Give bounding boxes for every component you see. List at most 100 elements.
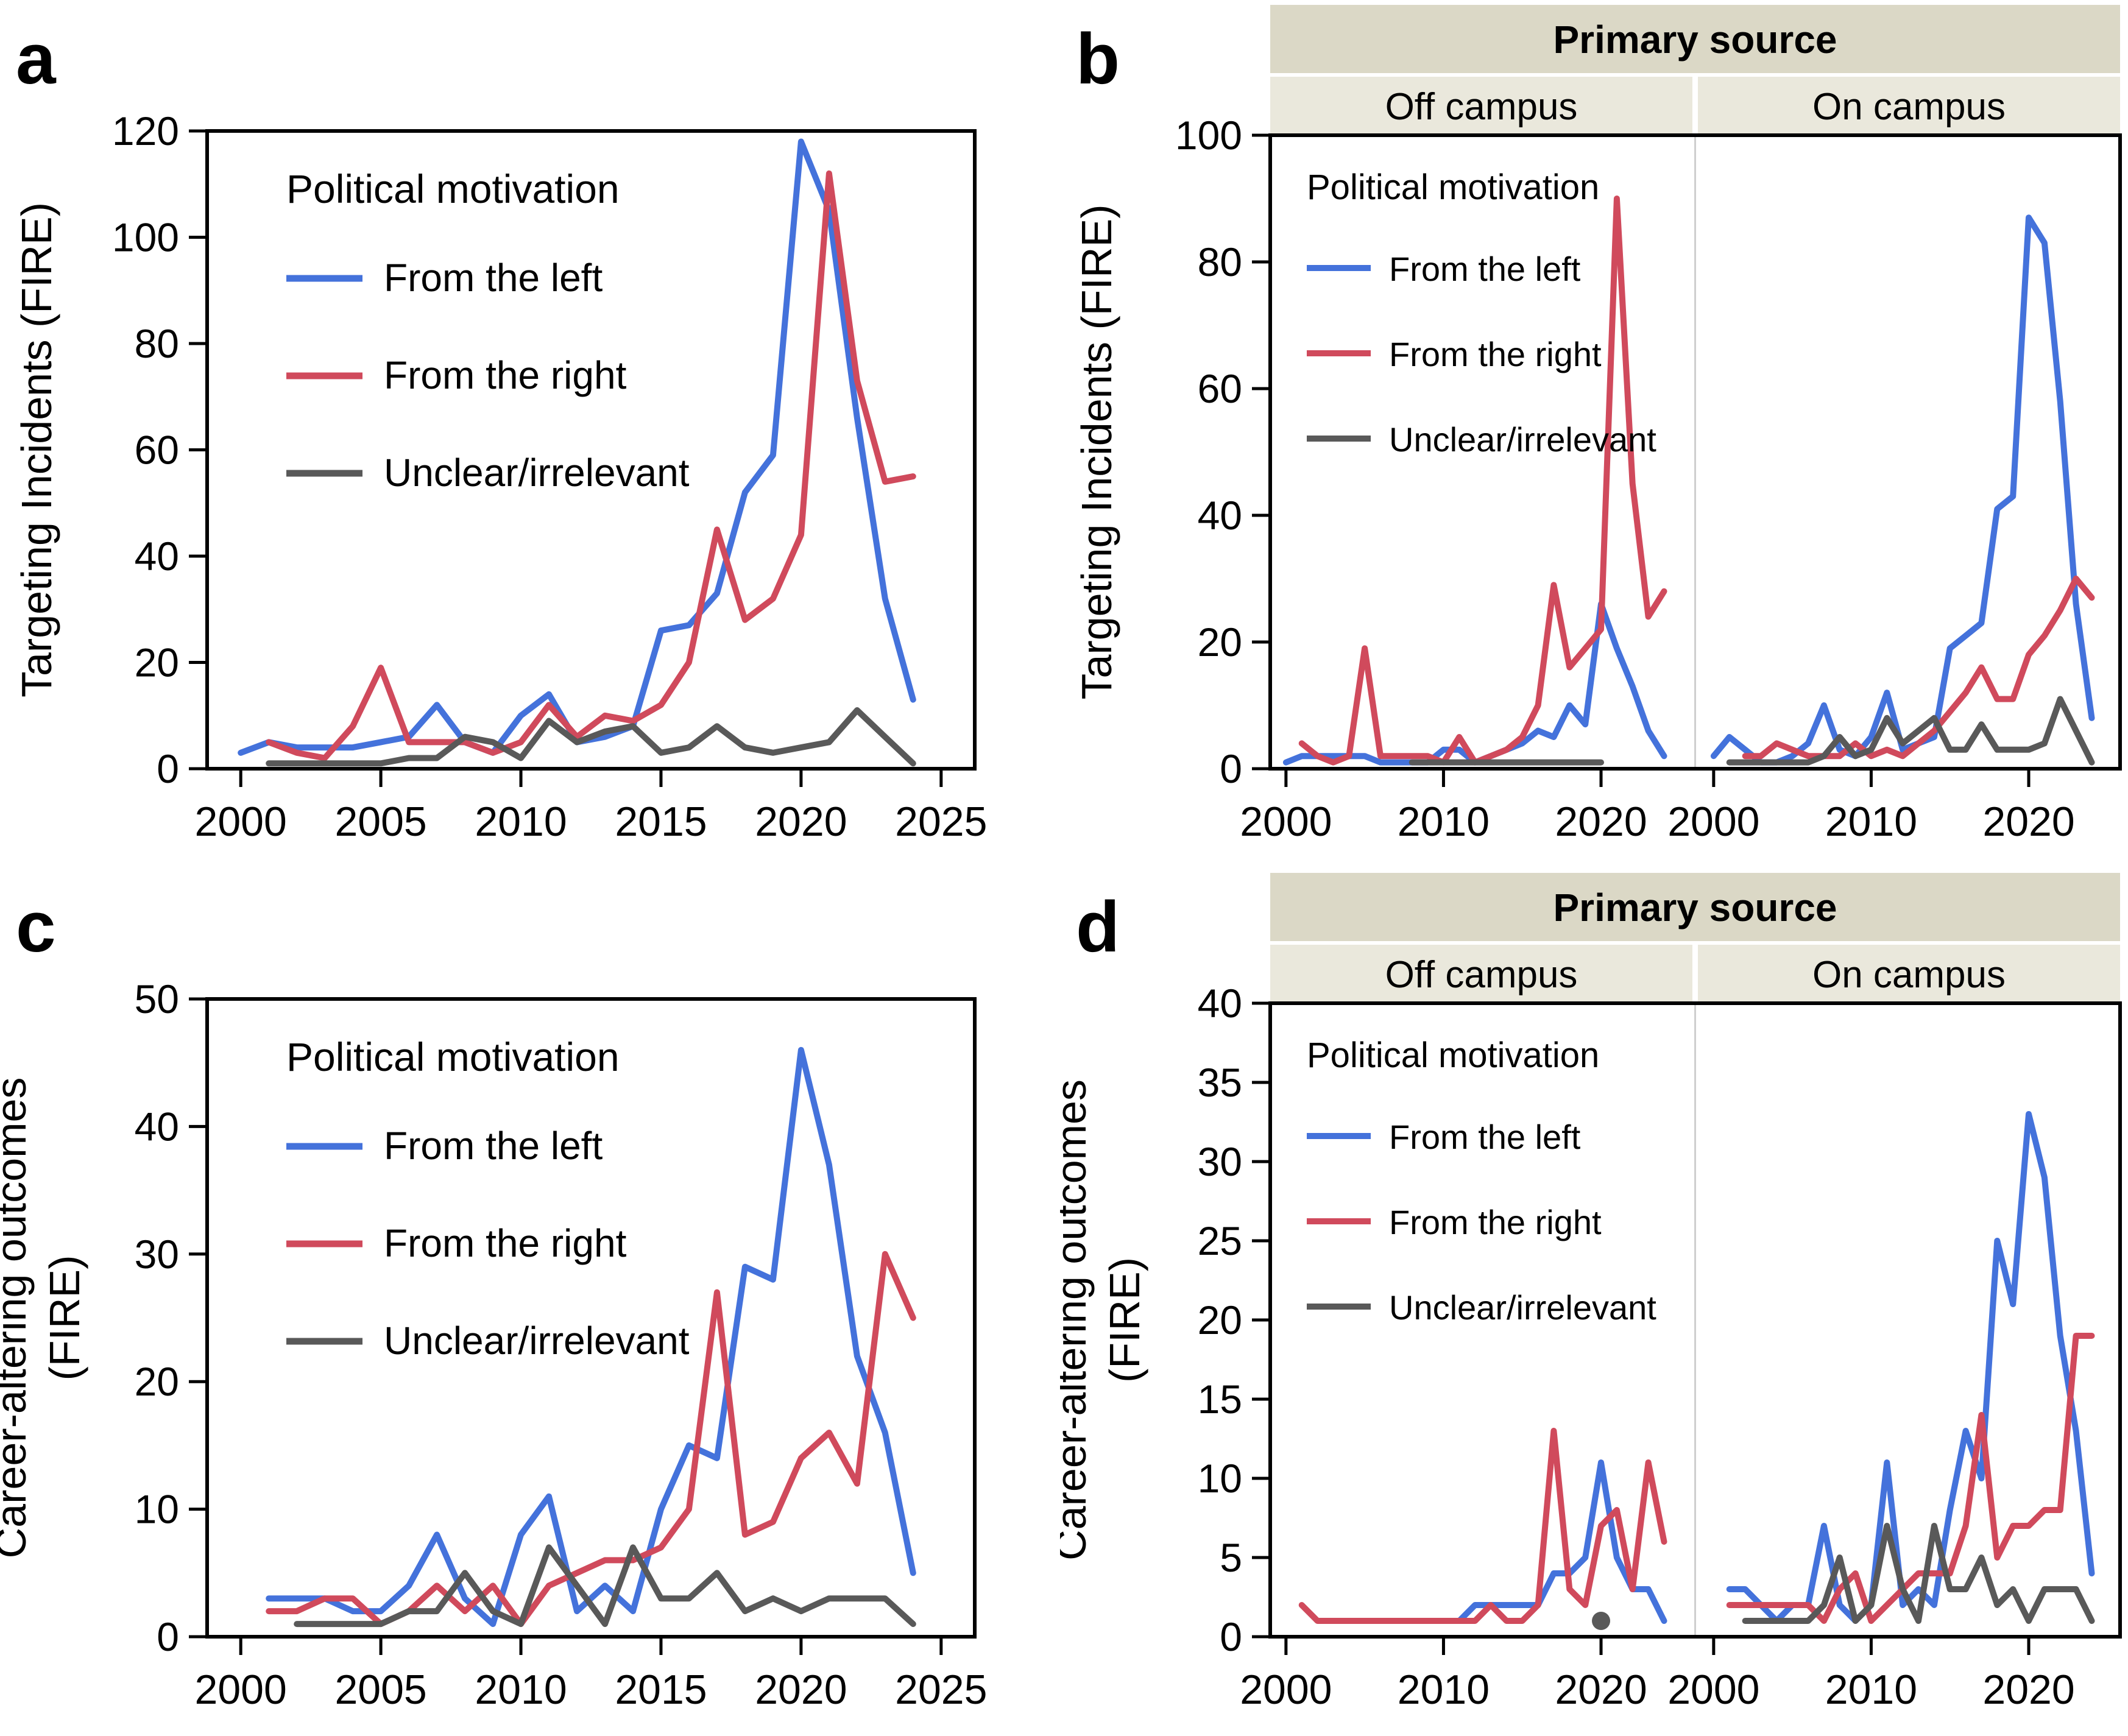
series-from-the-right-line [1726, 1333, 2095, 1624]
y-tick-label: 40 [1198, 493, 1242, 538]
plot-border [1268, 133, 2122, 771]
legend-label-unclear-irrelevant: Unclear/irrelevant [1389, 420, 1656, 459]
x-tick-label: 2015 [615, 1667, 707, 1713]
x-tick-label: 2020 [1555, 799, 1647, 845]
x-axis-title: Year [546, 863, 635, 868]
panel-c-chart: 0 10 20 30 40 50 Career-altering outcomes(FIRE… [0, 976, 987, 1736]
series-from-the-right-line [266, 1251, 916, 1628]
y-tick-label: 30 [1198, 1139, 1242, 1184]
strip-primary-source [1270, 5, 2120, 73]
series-unclear-irrelevant-line [1726, 696, 2095, 766]
legend-label-from-the-left: From the left [1389, 1118, 1581, 1156]
panel-letter-c: c [16, 887, 56, 967]
y-tick-label: 40 [135, 534, 179, 579]
y-tick-label: 10 [135, 1487, 179, 1532]
legend-label-unclear-irrelevant: Unclear/irrelevant [384, 451, 690, 495]
y-tick-label: 0 [157, 1614, 179, 1659]
x-tick-label: 2000 [195, 1667, 287, 1713]
y-tick-label: 0 [1220, 746, 1242, 791]
x-tick-label: 2020 [1982, 1667, 2074, 1713]
legend-label-from-the-left: From the left [384, 256, 603, 300]
y-axis-title: (FIRE) [1101, 1257, 1148, 1383]
series-from-the-left-line [238, 138, 916, 756]
y-tick-label: 60 [135, 428, 179, 473]
x-tick-label: 2020 [1555, 1667, 1647, 1713]
y-tick-label: 100 [112, 215, 179, 260]
y-axis-title: Career-altering outcomes [0, 1078, 35, 1559]
legend-label-from-the-left: From the left [1389, 250, 1581, 288]
y-tick-label: 100 [1175, 113, 1242, 158]
facet-divider-line [1694, 1003, 1696, 1637]
strip-facet-off-campus [1270, 77, 1692, 135]
x-axis-title: Year [1651, 863, 1739, 868]
facet-label-on-campus: On campus [1812, 954, 2006, 996]
series-unclear-irrelevant-point [1592, 1612, 1611, 1630]
legend-label-from-the-right: From the right [1389, 335, 1602, 373]
y-axis-title: (FIRE) [41, 1255, 88, 1380]
legend-label-from-the-right: From the right [1389, 1203, 1602, 1241]
panel-c: c 0 10 20 30 40 50 Career-altering outcomes (FI… [0, 868, 1060, 1736]
legend-label-from-the-right: From the right [384, 353, 627, 397]
series-from-the-right-line [1742, 576, 2095, 760]
x-tick-label: 2010 [475, 799, 567, 845]
x-tick-label: 2005 [334, 799, 426, 845]
legend-title: Political motivation [1307, 168, 1599, 207]
y-tick-label: 20 [135, 640, 179, 685]
series-from-the-right-line [1298, 1428, 1667, 1624]
x-tick-label: 2005 [334, 1667, 426, 1713]
y-axis-title: Targeting Incidents (FIRE) [1073, 204, 1120, 699]
series-from-the-left-line [1282, 601, 1667, 766]
series-unclear-irrelevant-line [1742, 1523, 2095, 1624]
y-tick-label: 15 [1198, 1377, 1242, 1422]
series-from-the-left-line [1726, 1111, 2095, 1624]
y-tick-label: 20 [1198, 619, 1242, 665]
facet-label-off-campus: Off campus [1385, 86, 1578, 128]
plot-border [205, 997, 977, 1639]
legend-title: Political motivation [286, 1034, 620, 1079]
x-tick-label: 2025 [895, 799, 987, 845]
panel-letter-d: d [1076, 887, 1120, 967]
y-tick-label: 80 [1198, 239, 1242, 284]
x-tick-label: 2000 [1667, 799, 1759, 845]
panel-b-chart: Primary source Off campus On campus 0 20 40 60… [1073, 5, 2122, 868]
x-tick-label: 2010 [475, 1667, 567, 1713]
panel-a: a 0 20 40 60 80 100 120 Targeting Incidents (FI… [0, 0, 1060, 868]
x-tick-label: 2020 [755, 1667, 847, 1713]
x-tick-label: 2015 [615, 799, 707, 845]
legend-label-unclear-irrelevant: Unclear/irrelevant [1389, 1288, 1656, 1327]
series-from-the-right-line [1298, 196, 1667, 766]
x-tick-label: 2000 [195, 799, 287, 845]
legend-label-from-the-left: From the left [384, 1124, 603, 1168]
series-unclear-irrelevant-line [266, 707, 916, 767]
y-tick-label: 50 [135, 976, 179, 1021]
series-from-the-left-line [266, 1046, 916, 1628]
y-tick-label: 30 [135, 1232, 179, 1277]
strip-facet-off-campus [1270, 945, 1692, 1003]
x-tick-label: 2010 [1825, 799, 1917, 845]
x-tick-label: 2000 [1240, 1667, 1332, 1713]
facet-label-off-campus: Off campus [1385, 954, 1578, 996]
x-tick-label: 2020 [1982, 799, 2074, 845]
facet-label-on-campus: On campus [1812, 86, 2006, 128]
y-tick-label: 10 [1198, 1456, 1242, 1501]
x-tick-label: 2020 [755, 799, 847, 845]
facet-divider-line [1694, 135, 1696, 769]
panel-letter-b: b [1076, 19, 1120, 99]
panel-b: b Primary source Off campus On campus 0 20 40… [1060, 0, 2128, 868]
y-tick-label: 5 [1220, 1535, 1242, 1580]
legend-label-from-the-right: From the right [384, 1221, 627, 1265]
legend-title: Political motivation [286, 166, 620, 211]
x-tick-label: 2010 [1398, 799, 1490, 845]
y-tick-label: 40 [1198, 981, 1242, 1026]
strip-facet-on-campus [1698, 77, 2120, 135]
x-tick-label: 2000 [1667, 1667, 1759, 1713]
y-tick-label: 25 [1198, 1218, 1242, 1263]
x-axis-title: Year [546, 1731, 635, 1736]
series-from-the-left-line [1330, 1459, 1667, 1624]
x-tick-label: 2010 [1825, 1667, 1917, 1713]
legend-title: Political motivation [1307, 1036, 1599, 1075]
panel-d-chart: Primary source Off campus On campus 0 5 10 15 2… [1060, 873, 2122, 1736]
panel-a-chart: 0 20 40 60 80 100 120 Targeting Incidents (FIRE… [13, 108, 987, 868]
y-tick-label: 20 [1198, 1297, 1242, 1343]
